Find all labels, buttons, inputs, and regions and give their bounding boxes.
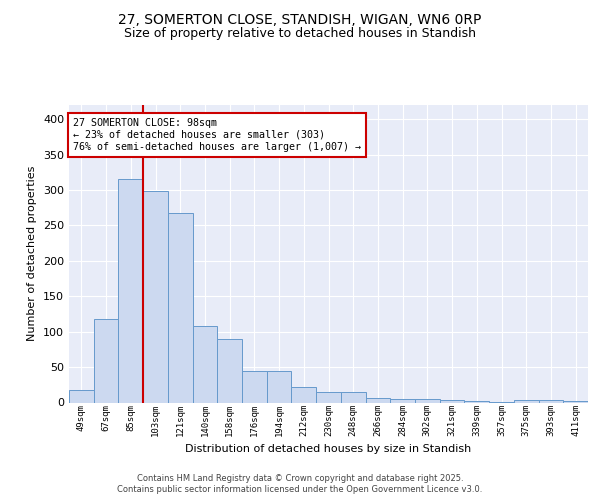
Bar	[365, 398, 390, 402]
X-axis label: Distribution of detached houses by size in Standish: Distribution of detached houses by size …	[185, 444, 472, 454]
Bar	[464, 401, 489, 402]
Bar	[69, 390, 94, 402]
Bar	[168, 212, 193, 402]
Bar	[390, 399, 415, 402]
Bar	[341, 392, 365, 402]
Bar	[242, 372, 267, 402]
Bar	[292, 387, 316, 402]
Bar	[563, 401, 588, 402]
Bar	[143, 192, 168, 402]
Y-axis label: Number of detached properties: Number of detached properties	[28, 166, 37, 342]
Bar	[415, 399, 440, 402]
Text: 27, SOMERTON CLOSE, STANDISH, WIGAN, WN6 0RP: 27, SOMERTON CLOSE, STANDISH, WIGAN, WN6…	[118, 12, 482, 26]
Bar	[217, 339, 242, 402]
Bar	[316, 392, 341, 402]
Bar	[118, 180, 143, 402]
Bar	[514, 400, 539, 402]
Text: Contains HM Land Registry data © Crown copyright and database right 2025.
Contai: Contains HM Land Registry data © Crown c…	[118, 474, 482, 494]
Bar	[440, 400, 464, 402]
Text: 27 SOMERTON CLOSE: 98sqm
← 23% of detached houses are smaller (303)
76% of semi-: 27 SOMERTON CLOSE: 98sqm ← 23% of detach…	[73, 118, 361, 152]
Bar	[267, 372, 292, 402]
Bar	[539, 400, 563, 402]
Bar	[94, 319, 118, 402]
Text: Size of property relative to detached houses in Standish: Size of property relative to detached ho…	[124, 28, 476, 40]
Bar	[193, 326, 217, 402]
